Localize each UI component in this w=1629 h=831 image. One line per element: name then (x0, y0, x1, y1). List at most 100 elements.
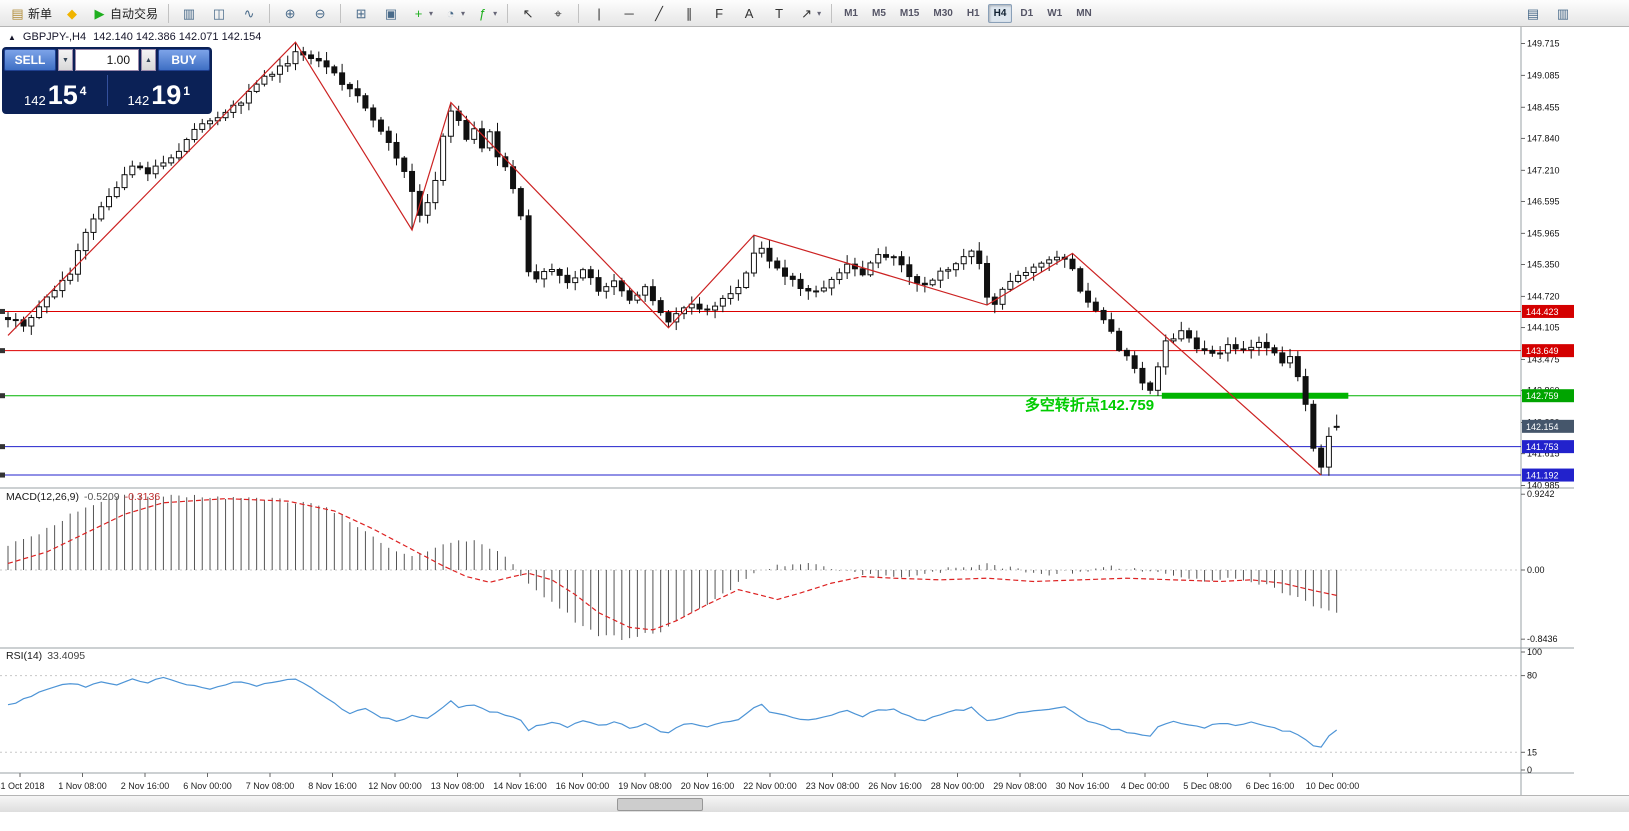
macd-signal-value: -0.3136 (124, 491, 161, 503)
crosshair-icon: ⌖ (554, 5, 562, 21)
svg-text:144.720: 144.720 (1527, 291, 1560, 301)
zigzag-indicator (7, 41, 1322, 476)
svg-text:141.753: 141.753 (1526, 442, 1559, 452)
line-handle[interactable] (0, 472, 5, 478)
vertical-line-icon: | (597, 5, 601, 21)
buy-button[interactable]: BUY (158, 49, 210, 71)
candlestick-chart-icon: ◫ (212, 5, 226, 21)
arrows-tool-button[interactable]: ↗ ▾ (795, 2, 825, 25)
line-handle[interactable] (0, 393, 5, 399)
svg-text:5 Dec 08:00: 5 Dec 08:00 (1183, 781, 1232, 791)
timeframe-h4[interactable]: H4 (987, 3, 1013, 23)
price-badge-143.649 (1522, 344, 1574, 358)
profiles-button[interactable]: ◔ ▾ (439, 2, 469, 25)
turning-point-text: 多空转折点142.759 (1025, 396, 1154, 414)
candlestick-chart-button[interactable]: ◫ (205, 2, 233, 25)
vertical-line-button[interactable]: | (585, 2, 613, 25)
sell-price[interactable]: 142 15 4 (6, 82, 105, 109)
new-chart-button[interactable]: + ▾ (407, 2, 437, 25)
equidistant-channel-icon: ∥ (685, 5, 693, 21)
timeframe-m5[interactable]: M5 (872, 7, 886, 19)
price-level-lines[interactable] (0, 308, 1521, 478)
mql5-market-button[interactable]: ◆ (58, 2, 86, 25)
svg-text:145.350: 145.350 (1527, 260, 1560, 270)
line-handle[interactable] (0, 348, 5, 354)
toolbar-left-group: ▤ 新单 ◆ ▶ 自动交易 ▥ ◫ ∿ ⊕ ⊖ ⊞ ▣ + ▾ ◔ ▾ ƒ ▾ ↖ ⌖ | ─ ╱ ∥ F A T ↗ ▾ M1 M5 M15… (6, 2, 1098, 25)
svg-text:1 Nov 08:00: 1 Nov 08:00 (58, 781, 107, 791)
label-tool-icon: T (775, 5, 784, 21)
chart-ohlc-header: ▲ GBPJPY-,H4 142.140 142.386 142.071 142… (8, 31, 261, 43)
toolbar-separator (168, 3, 170, 23)
line-chart-button[interactable]: ∿ (235, 2, 263, 25)
timeframe-m1[interactable]: M1 (844, 7, 858, 19)
line-handle[interactable] (0, 308, 5, 314)
indicators-button[interactable]: ƒ ▾ (471, 2, 501, 25)
volume-down-stepper[interactable]: ▼ (58, 49, 73, 71)
new-order-icon: ▤ (11, 5, 24, 21)
svg-text:20 Nov 16:00: 20 Nov 16:00 (681, 781, 735, 791)
cursor-button[interactable]: ↖ (514, 2, 542, 25)
sell-button[interactable]: SELL (4, 49, 56, 71)
svg-text:140.985: 140.985 (1527, 481, 1560, 491)
svg-text:100: 100 (1527, 647, 1542, 657)
price-badges: 144.423 143.649 142.759 142.154 141.753 141.1… (1522, 304, 1574, 482)
toolbar-right-group: ▤ ▥ (1519, 2, 1577, 25)
new-order-button[interactable]: ▤ 新单 (6, 2, 56, 25)
horizontal-line-button[interactable]: ─ (615, 2, 643, 25)
text-tool-button[interactable]: A (735, 2, 763, 25)
timeframe-m15[interactable]: M15 (899, 7, 920, 19)
tile-windows-button[interactable]: ⊞ (347, 2, 375, 25)
rsi-label: RSI(14) 33.4095 (6, 650, 85, 662)
svg-text:144.423: 144.423 (1526, 307, 1559, 317)
fibonacci-button[interactable]: F (705, 2, 733, 25)
zoom-in-button[interactable]: ⊕ (276, 2, 304, 25)
timeframe-mn[interactable]: MN (1076, 7, 1092, 19)
buy-price-prefix: 142 (127, 92, 150, 108)
timeframe-d1[interactable]: D1 (1020, 7, 1034, 19)
symbol-label: GBPJPY-,H4 (22, 31, 87, 43)
svg-text:6 Nov 00:00: 6 Nov 00:00 (183, 781, 232, 791)
zoom-out-button[interactable]: ⊖ (306, 2, 334, 25)
svg-text:22 Nov 00:00: 22 Nov 00:00 (743, 781, 797, 791)
scrollbar-thumb[interactable] (617, 798, 703, 811)
crosshair-button[interactable]: ⌖ (544, 2, 572, 25)
auto-trading-button[interactable]: ▶ 自动交易 (88, 2, 162, 25)
windows-list-icon: ▥ (1556, 5, 1570, 21)
windows-list-button[interactable]: ▥ (1549, 2, 1577, 25)
auto-trading-icon: ▶ (94, 5, 105, 21)
toolbar-separator (507, 3, 509, 23)
svg-text:-0.8436: -0.8436 (1527, 634, 1558, 644)
symbol-arrow-icon: ▲ (8, 32, 16, 42)
timeframe-w1[interactable]: W1 (1047, 7, 1063, 19)
buy-price[interactable]: 142 19 1 (110, 80, 209, 111)
svg-text:4 Dec 00:00: 4 Dec 00:00 (1121, 781, 1170, 791)
svg-text:7 Nov 08:00: 7 Nov 08:00 (246, 781, 295, 791)
new-order-label: 新单 (28, 6, 53, 21)
timeframe-m30[interactable]: M30 (933, 7, 953, 19)
equidistant-channel-button[interactable]: ∥ (675, 2, 703, 25)
arrange-windows-button[interactable]: ▣ (377, 2, 405, 25)
price-badge-142.154 (1522, 419, 1574, 433)
chevron-down-icon: ▾ (429, 8, 434, 18)
trendline-button[interactable]: ╱ (645, 2, 673, 25)
fibonacci-icon: F (715, 5, 724, 21)
bar-chart-button[interactable]: ▥ (175, 2, 203, 25)
buy-price-main: 19 (151, 80, 182, 111)
svg-text:23 Nov 08:00: 23 Nov 08:00 (806, 781, 860, 791)
macd-name: MACD(12,26,9) (6, 491, 79, 503)
macd-histogram (7, 494, 1338, 641)
mql5-market-icon: ◆ (67, 5, 78, 21)
timeframe-h1[interactable]: H1 (966, 7, 980, 19)
horizontal-scrollbar[interactable] (0, 795, 1629, 812)
price-badge-142.759 (1522, 389, 1574, 403)
svg-text:19 Nov 08:00: 19 Nov 08:00 (618, 781, 672, 791)
line-handle[interactable] (0, 444, 5, 450)
volume-up-stepper[interactable]: ▲ (141, 49, 156, 71)
chevron-down-icon: ▾ (817, 8, 822, 18)
label-tool-button[interactable]: T (765, 2, 793, 25)
charts-list-button[interactable]: ▤ (1519, 2, 1547, 25)
trendline-icon: ╱ (655, 5, 663, 21)
volume-input[interactable]: 1.00 (75, 49, 139, 71)
toolbar-separator (340, 3, 342, 23)
chart-canvas[interactable]: 149.715 149.085 148.455 147.840 147.210 146.5… (0, 27, 1629, 795)
